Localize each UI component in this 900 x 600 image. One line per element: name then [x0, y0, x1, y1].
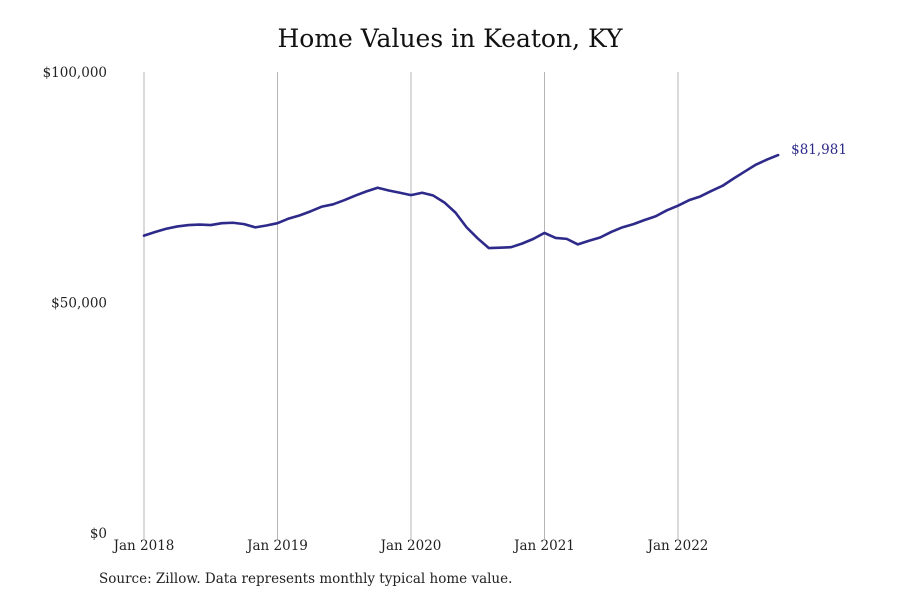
data-point — [187, 224, 189, 226]
data-point — [499, 246, 501, 248]
data-point — [454, 211, 456, 213]
data-point — [554, 237, 556, 239]
data-point — [143, 234, 145, 236]
data-point — [521, 242, 523, 244]
x-tick-label: Jan 2019 — [245, 538, 308, 554]
data-point — [421, 192, 423, 194]
data-point — [477, 237, 479, 239]
data-point — [365, 190, 367, 192]
data-point — [599, 236, 601, 238]
data-point — [221, 222, 223, 224]
y-tick-label: $100,000 — [43, 65, 107, 81]
data-point — [688, 199, 690, 201]
data-point — [321, 205, 323, 207]
data-point — [721, 185, 723, 187]
data-point — [343, 199, 345, 201]
data-point — [766, 158, 768, 160]
x-tick-label: Jan 2020 — [379, 538, 442, 554]
x-tick-label: Jan 2021 — [512, 538, 575, 554]
data-point — [566, 238, 568, 240]
data-point — [254, 226, 256, 228]
data-point — [310, 210, 312, 212]
data-point — [744, 170, 746, 172]
data-point — [388, 189, 390, 191]
chart-title: Home Values in Keaton, KY — [277, 24, 623, 53]
data-point — [354, 194, 356, 196]
source-note: Source: Zillow. Data represents monthly … — [99, 571, 513, 587]
data-point — [265, 224, 267, 226]
data-point — [176, 225, 178, 227]
data-point — [465, 226, 467, 228]
data-point — [577, 243, 579, 245]
data-point — [588, 240, 590, 242]
data-point — [154, 231, 156, 233]
data-point — [543, 232, 545, 234]
data-point — [632, 223, 634, 225]
data-point — [410, 194, 412, 196]
data-point — [399, 192, 401, 194]
data-point — [732, 177, 734, 179]
data-point — [276, 222, 278, 224]
data-point — [621, 226, 623, 228]
y-tick-label: $0 — [90, 526, 107, 542]
data-point — [299, 214, 301, 216]
data-point — [666, 209, 668, 211]
data-point — [488, 247, 490, 249]
data-point — [332, 203, 334, 205]
data-point — [376, 187, 378, 189]
series-line — [142, 153, 780, 250]
end-value-label: $81,981 — [791, 142, 847, 158]
data-point — [210, 224, 212, 226]
y-tick-label: $50,000 — [51, 296, 107, 312]
data-point — [510, 246, 512, 248]
data-point — [243, 223, 245, 225]
data-point — [755, 163, 757, 165]
data-point — [610, 231, 612, 233]
data-point — [777, 154, 779, 156]
data-point — [655, 215, 657, 217]
data-point — [165, 228, 167, 230]
x-tick-label: Jan 2018 — [112, 538, 175, 554]
data-point — [287, 217, 289, 219]
data-point — [699, 195, 701, 197]
x-tick-label: Jan 2022 — [646, 538, 709, 554]
data-point — [432, 194, 434, 196]
data-point — [643, 219, 645, 221]
data-point — [710, 190, 712, 192]
data-point — [232, 222, 234, 224]
data-point — [198, 223, 200, 225]
data-point — [443, 201, 445, 203]
data-point — [677, 204, 679, 206]
data-point — [532, 238, 534, 240]
